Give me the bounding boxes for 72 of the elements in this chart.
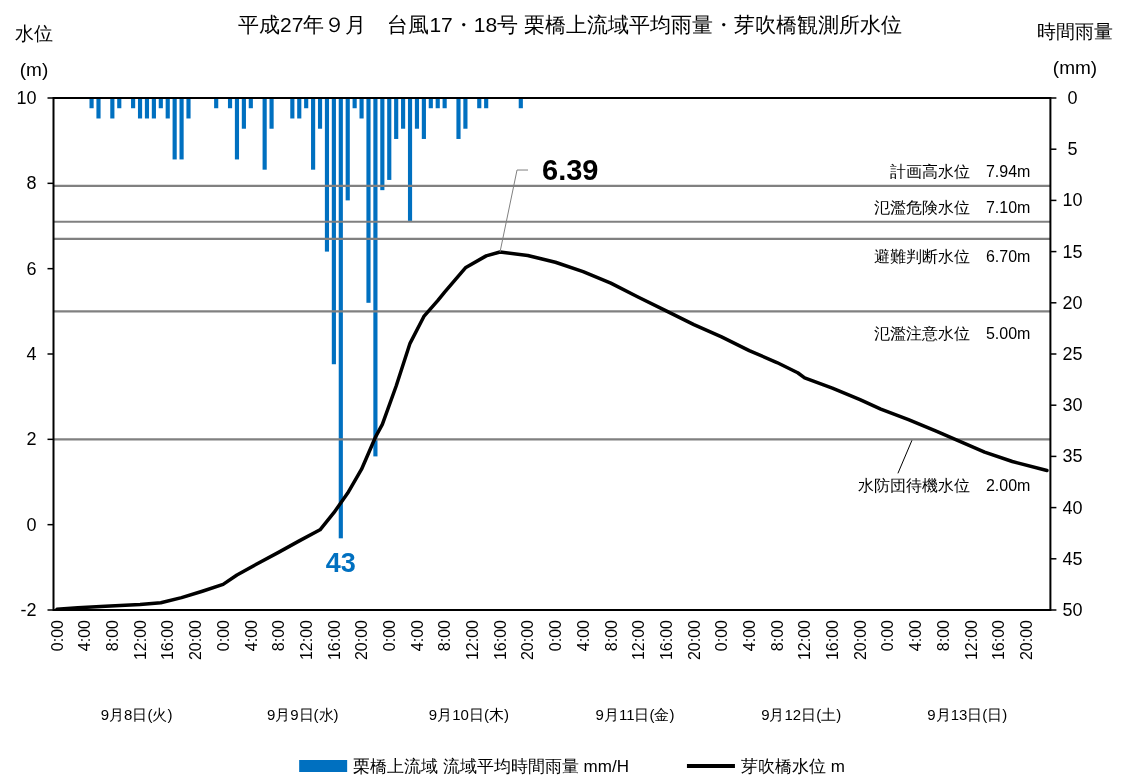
x-tick-label: 8:00 [270, 619, 288, 652]
x-tick-label: 12:00 [464, 619, 482, 661]
x-tick-label: 0:00 [48, 619, 66, 652]
x-tick-label: 0:00 [547, 619, 565, 652]
y2-tick-label: 25 [1062, 344, 1083, 364]
x-tick-label: 8:00 [436, 619, 454, 652]
y2-tick-label: 35 [1062, 446, 1083, 467]
y-tick-label: 0 [26, 514, 37, 535]
x-tick-label: 16:00 [159, 619, 177, 661]
text: 9月12日(土) [761, 706, 842, 723]
y-tick-label: 6 [26, 258, 37, 279]
x-tick-label: 20:00 [353, 619, 371, 661]
x-tick-label: 8:00 [934, 619, 952, 652]
x-tick-label: 0:00 [214, 619, 232, 652]
y2-tick-label: 15 [1062, 241, 1083, 262]
x-tick-label: 12:00 [962, 619, 980, 661]
x-tick-label: 16:00 [325, 619, 343, 661]
x-tick-label: 8:00 [768, 619, 786, 652]
y2-tick-label: 30 [1062, 395, 1083, 416]
x-tick-label: 4:00 [408, 619, 426, 652]
ref-line-label: 避難判断水位 6.70m [873, 247, 1031, 265]
text: 9月13日(日) [927, 706, 1008, 723]
x-tick-label: 20:00 [187, 619, 205, 661]
y2-tick-label: 40 [1062, 497, 1083, 518]
legend-label: 芽吹橋水位 m [740, 757, 845, 776]
y-tick-label: 10 [16, 88, 37, 108]
x-tick-label: 20:00 [851, 619, 869, 661]
x-tick-label: 0:00 [713, 619, 731, 652]
ref-line-label: 氾濫危険水位 7.10m [873, 198, 1031, 216]
text: 9月11日(金) [595, 706, 675, 723]
ref-line-label: 水防団待機水位 2.00m [857, 477, 1031, 495]
x-tick-label: 20:00 [1017, 619, 1035, 661]
y2-tick-label: 50 [1062, 600, 1083, 620]
y-axis-title: 水位 (m) [15, 23, 53, 80]
x-tick-label: 16:00 [824, 619, 842, 661]
x-tick-label: 8:00 [602, 619, 620, 652]
x-tick-label: 20:00 [685, 619, 703, 661]
legend-label: 栗橋上流域 流域平均時間雨量 mm/H [353, 757, 629, 776]
x-tick-label: 12:00 [796, 619, 814, 661]
x-tick-label: 12:00 [131, 619, 149, 661]
text: 9月10日(木) [428, 706, 509, 723]
x-tick-label: 16:00 [491, 619, 509, 661]
y2-tick-label: 45 [1062, 548, 1083, 569]
ref-line-label: 氾濫注意水位 5.00m [873, 325, 1031, 343]
x-tick-label: 4:00 [907, 619, 925, 652]
x-tick-label: 20:00 [519, 619, 537, 661]
y-tick-label: 2 [26, 429, 37, 450]
y2-tick-label: 10 [1062, 190, 1083, 211]
x-tick-label: 16:00 [990, 619, 1008, 661]
x-tick-label: 16:00 [657, 619, 675, 661]
y-tick-label: 8 [26, 173, 37, 194]
x-tick-label: 4:00 [574, 619, 592, 652]
x-tick-label: 0:00 [879, 619, 897, 652]
x-tick-label: 8:00 [104, 619, 122, 652]
x-tick-label: 4:00 [76, 619, 94, 652]
x-tick-label: 4:00 [741, 619, 759, 652]
text: 9月9日(水) [266, 706, 339, 723]
y2-axis-title: 時間雨量 (mm) [1037, 21, 1113, 78]
x-tick-label: 0:00 [381, 619, 399, 652]
y-tick-label: 4 [26, 344, 37, 364]
x-tick-label: 12:00 [297, 619, 315, 661]
ref-line-label: 計画高水位 7.94m [889, 162, 1031, 180]
y2-tick-label: 0 [1067, 88, 1078, 108]
y2-tick-label: 20 [1062, 292, 1083, 313]
data-label: 6.39 [542, 154, 599, 187]
data-label: 43 [325, 548, 356, 579]
text: 9月8日(火) [100, 706, 173, 723]
x-tick-label: 12:00 [630, 619, 648, 661]
y-tick-label: -2 [20, 600, 37, 620]
chart-title: 平成27年９月 台風17・18号 栗橋上流域平均雨量・芽吹橋観測所水位 [238, 13, 902, 36]
x-tick-label: 4:00 [242, 619, 260, 652]
y2-tick-label: 5 [1067, 139, 1078, 160]
